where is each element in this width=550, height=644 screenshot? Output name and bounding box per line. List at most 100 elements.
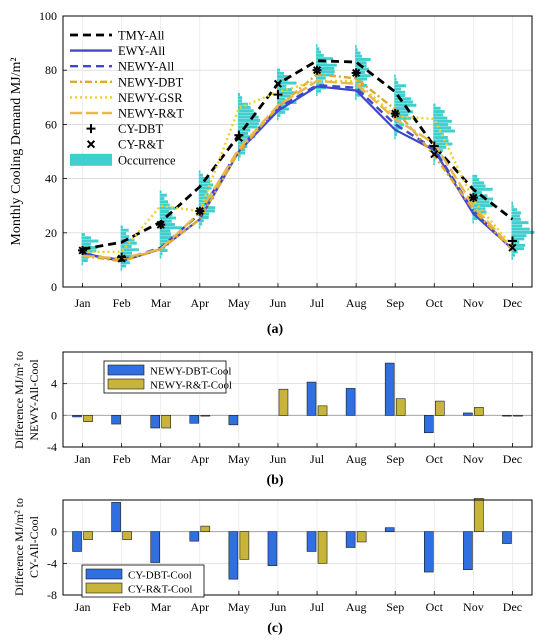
panel-a-occurrence-bar bbox=[159, 200, 169, 204]
panel-a-marker-stroke bbox=[234, 133, 243, 143]
panel-a-legend-label-occurrence: Occurrence bbox=[118, 153, 176, 167]
panel-a-occurrence-bar bbox=[394, 90, 406, 94]
panel-a-occurrence-bar bbox=[159, 236, 175, 240]
panel-a-occurrence-bar bbox=[472, 191, 482, 195]
panel-a-marker-cy-r-t bbox=[469, 193, 478, 202]
panel-a-occurrence-bar bbox=[159, 229, 171, 233]
panel-a-occurrence-bar bbox=[198, 186, 212, 190]
panel-a-occurrence-bar bbox=[472, 217, 478, 221]
panel-c-legend: CY-DBT-Cool CY-R&T-Cool bbox=[81, 564, 205, 598]
panel-a-occurrence-bar bbox=[433, 139, 449, 143]
panel-a-occurrence-bar bbox=[316, 63, 337, 67]
panel-a-line-chart: 0 20 40 60 80 100 Jan Feb Mar Apr May Jun Jul Aug Sep O… bbox=[9, 9, 535, 337]
panel-a-occurrence-bar bbox=[159, 239, 172, 243]
panel-b-legend-label-newy-r-t-cool: NEWY-R&T-Cool bbox=[150, 380, 232, 392]
panel-a-occurrence-bar bbox=[511, 256, 513, 260]
panel-a-xtick-label-jul: Jul bbox=[310, 296, 325, 310]
panel-a-occurrence-bar bbox=[81, 242, 91, 246]
panel-b-panel-label: (b) bbox=[266, 473, 283, 488]
panel-a-occurrence-bar bbox=[237, 131, 248, 135]
panel-a-occurrence-bar bbox=[237, 112, 257, 116]
panel-a-occurrence-bar bbox=[120, 225, 123, 229]
panel-a-marker-cy-r-t bbox=[312, 66, 322, 75]
panel-a-occurrence-bar bbox=[394, 81, 399, 84]
panel-c-ylabel-line2: CY-All-Cool bbox=[27, 515, 41, 578]
panel-a-occurrence-bar bbox=[433, 103, 436, 107]
panel-a-occurrence-bar bbox=[198, 202, 210, 206]
panel-a-occurrence-bar bbox=[276, 104, 287, 108]
panel-c-ytick-label: -8 bbox=[47, 588, 57, 602]
panel-a-occurrence-bar bbox=[237, 154, 241, 158]
panel-b-ylabel-line1: Difference MJ/m² to bbox=[12, 351, 26, 449]
panel-a-xtick-label-nov: Nov bbox=[463, 296, 484, 310]
panel-b-bar-newy-dbt-cool-aug bbox=[345, 388, 356, 416]
panel-a-legend-label-cy-r-t: CY-R&T bbox=[118, 138, 164, 152]
panel-c-xtick-label-may: May bbox=[228, 600, 250, 614]
panel-b-legend-swatch-newy-r-t-cool bbox=[107, 378, 145, 390]
panel-a-occurrence-bar bbox=[237, 115, 259, 119]
panel-a-marker-stroke bbox=[312, 66, 322, 75]
panel-a-series-newy-all bbox=[82, 83, 514, 262]
panel-a-marker-cy-r-t bbox=[273, 79, 283, 88]
panel-c-bar-cy-r-t-cool-nov bbox=[474, 498, 484, 532]
panel-c-xtick-label-mar: Mar bbox=[151, 600, 171, 614]
panel-a-ylabel-text: Monthly Cooling Demand MJ/m² bbox=[9, 57, 24, 245]
panel-a-occurrence-bar bbox=[198, 222, 203, 226]
panel-b-bar-newy-dbt-cool-nov bbox=[463, 412, 473, 416]
panel-c-bar-cy-dbt-cool-jun bbox=[267, 531, 278, 567]
panel-a-occurrence-bar bbox=[159, 210, 170, 213]
panel-a-xtick-label-sep: Sep bbox=[386, 296, 404, 310]
panel-a-occurrence-bar bbox=[198, 215, 209, 219]
panel-a-occurrence-bar bbox=[276, 94, 291, 98]
panel-b-ylabel: Difference MJ/m² to NEWY-All-Cool bbox=[12, 351, 41, 449]
panel-a-marker-cy-r-t bbox=[117, 254, 126, 263]
panel-a-marker-stroke bbox=[352, 68, 361, 77]
panel-a-occurrence-bar bbox=[276, 81, 297, 85]
panel-b-bar-newy-dbt-cool-feb bbox=[111, 415, 121, 425]
panel-a-marker-cy-r-t bbox=[156, 220, 165, 229]
panel-b-xtick-label-nov: Nov bbox=[463, 452, 484, 466]
panel-c-xtick-label-jul: Jul bbox=[310, 600, 325, 614]
panel-a-occurrence-bar bbox=[394, 110, 414, 114]
panel-c-bar-cy-r-t-cool-apr bbox=[200, 525, 211, 532]
panel-c-xtick-label-oct: Oct bbox=[426, 600, 444, 614]
panel-a-occurrence-bar bbox=[198, 173, 204, 177]
panel-a-occurrence-bar bbox=[81, 239, 99, 243]
panel-a-occurrence-bar bbox=[276, 91, 295, 95]
panel-a-occurrence-bar bbox=[159, 223, 175, 226]
panel-a-legend-label-newy-all: NEWY-All bbox=[118, 60, 175, 74]
panel-a-occurrence-bar bbox=[355, 44, 357, 48]
panel-a-occurrence-bar bbox=[159, 193, 167, 197]
panel-a-occurrence-bar bbox=[394, 87, 401, 91]
panel-c-bar-cy-dbt-cool-oct bbox=[423, 531, 434, 573]
panel-a-occurrence-bar bbox=[511, 253, 515, 257]
panel-a-occurrence-bar bbox=[198, 176, 210, 180]
panel-a-occurrence-bar bbox=[394, 123, 404, 127]
panel-a-occurrence-bar bbox=[120, 248, 139, 252]
panel-a-panel-label: (a) bbox=[267, 322, 284, 337]
panel-b-ytick-label: 0 bbox=[51, 408, 57, 422]
panel-a-series-newy-gsr bbox=[82, 79, 514, 253]
panel-c-bar-cy-r-t-cool-may bbox=[239, 531, 250, 560]
panel-a-occurrence-bar bbox=[276, 110, 286, 114]
panel-a-ytick-label: 80 bbox=[45, 63, 57, 77]
panel-a-occurrence-bar bbox=[237, 135, 256, 139]
panel-c-bar-cy-dbt-cool-jul bbox=[306, 531, 317, 552]
panel-a-occurrence-bar bbox=[511, 217, 521, 221]
panel-a-occurrence-bar bbox=[355, 51, 361, 55]
panel-a-occurrence-bar bbox=[159, 197, 165, 200]
panel-b-legend: NEWY-DBT-Cool NEWY-R&T-Cool bbox=[103, 360, 232, 394]
panel-a-occurrence-bar bbox=[511, 237, 525, 241]
panel-a-occurrence-bar bbox=[433, 129, 455, 133]
panel-a-occurrence-bar bbox=[159, 190, 162, 194]
panel-a-occurrence-bar bbox=[198, 193, 209, 197]
panel-a-occurrence-bar bbox=[472, 220, 474, 224]
panel-a-occurrence-bar bbox=[237, 96, 243, 100]
panel-a-occurrence-bar bbox=[511, 227, 530, 231]
panel-a-occurrence-bar bbox=[394, 100, 413, 104]
panel-b-bar-newy-r-t-cool-mar bbox=[161, 415, 172, 429]
panel-a-occurrence-bar bbox=[472, 200, 490, 204]
panel-c-bar-cy-r-t-cool-jan bbox=[83, 531, 93, 540]
panel-a-occurrence-bar bbox=[511, 208, 518, 212]
panel-c-xtick-label-dec: Dec bbox=[503, 600, 522, 614]
